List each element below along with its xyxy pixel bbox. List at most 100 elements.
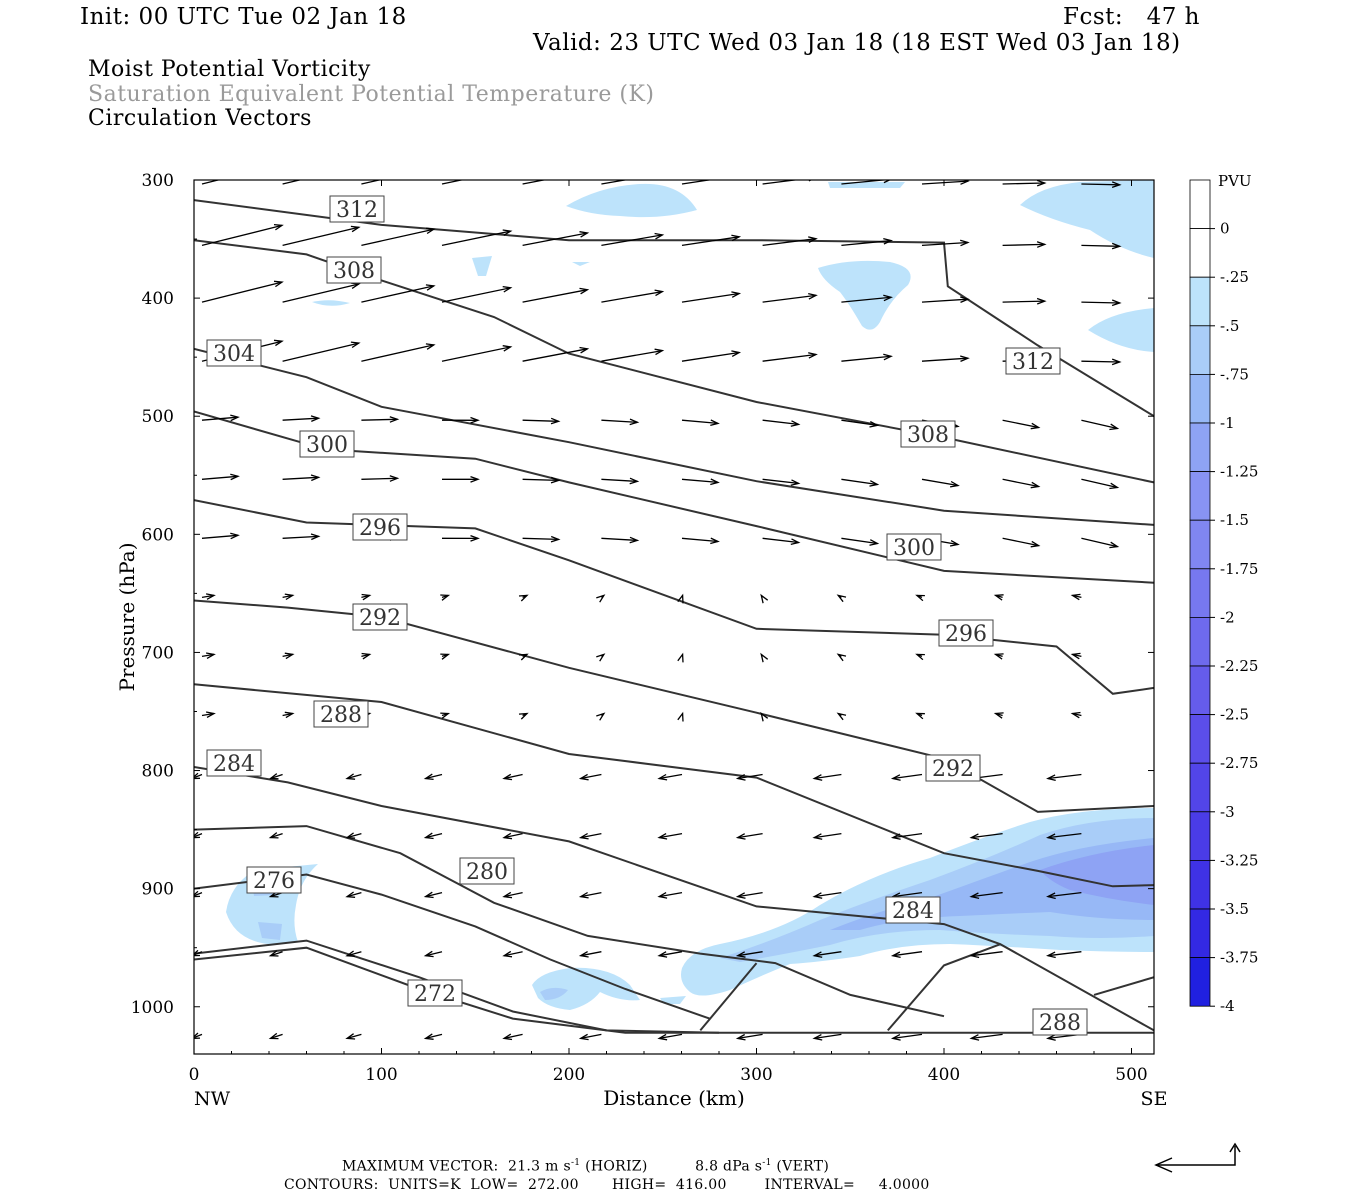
vector-arrowhead: [268, 832, 279, 839]
vector-arrow: [737, 891, 763, 898]
vector-arrow: [841, 537, 878, 545]
vector-arrow: [282, 535, 319, 539]
colorbar-swatch: [1189, 228, 1211, 278]
vector-arrowhead: [1111, 358, 1122, 366]
vector-arrowhead: [960, 180, 970, 185]
vector-arrow: [580, 773, 602, 780]
vector-arrowhead: [579, 287, 590, 295]
contour-label: 300: [886, 533, 942, 561]
vector-arrow: [971, 1033, 1003, 1040]
vector-arrow: [522, 537, 559, 541]
vector-arrow: [425, 832, 443, 839]
vector-arrowhead: [731, 234, 742, 242]
vector-arrow: [681, 180, 713, 185]
vector-arrow: [659, 773, 683, 780]
y-tick-label: 700: [142, 643, 174, 663]
vector-arrowhead: [425, 343, 436, 350]
vector-arrowhead: [426, 167, 434, 172]
vector-arrowhead: [1070, 652, 1081, 660]
colorbar-unit: PVU: [1218, 172, 1252, 190]
vector-arrow: [441, 230, 511, 247]
vector-arrow: [921, 180, 968, 185]
y-tick-label: 500: [142, 407, 174, 427]
vector-arrowhead: [550, 417, 561, 425]
vector-arrow: [282, 283, 359, 303]
vector-arrowhead: [836, 653, 847, 662]
vector-arrowhead: [1070, 593, 1081, 601]
vector-arrow: [1081, 360, 1120, 363]
vector-arrowhead: [960, 239, 970, 247]
colorbar-swatch: [1189, 519, 1211, 570]
vector-arrowhead: [655, 172, 663, 177]
field-title-3: Circulation Vectors: [88, 106, 312, 131]
vector-arrowhead: [205, 652, 216, 659]
vector-arrowhead: [273, 223, 284, 231]
vector-arrowhead: [194, 1032, 201, 1039]
vector-arrowhead: [735, 833, 746, 840]
vector-arrowhead: [731, 174, 739, 179]
vector-arrowhead: [915, 594, 925, 602]
vector-arrow: [601, 180, 629, 185]
vector-arrowhead: [1045, 833, 1056, 841]
vector-arrowhead: [423, 950, 434, 958]
vector-arrow: [841, 355, 892, 362]
max-horiz-unit: (HORIZ): [585, 1158, 648, 1175]
vector-arrow: [270, 1033, 283, 1040]
vector-arrowhead: [194, 890, 201, 898]
vector-arrowhead: [993, 653, 1004, 660]
y-tick-label: 600: [142, 525, 174, 545]
vector-arrowhead: [735, 892, 746, 899]
vector-arrowhead: [677, 652, 684, 663]
contour-label-text: 312: [1012, 350, 1054, 375]
vector-arrowhead: [735, 774, 746, 781]
vector-arrowhead: [735, 1033, 746, 1041]
vector-arrowhead: [890, 951, 901, 959]
contour-288: [194, 683, 1154, 888]
vector-arrow: [441, 180, 465, 185]
vector-arrowhead: [710, 478, 720, 486]
vector-arrowhead: [502, 285, 513, 293]
vector-arrowhead: [629, 477, 640, 485]
vector-arrowhead: [230, 414, 240, 422]
y-tick-label: 1000: [131, 998, 174, 1018]
vector-arrowhead: [194, 949, 201, 957]
vector-arrowhead: [969, 1034, 980, 1041]
vector-arrow: [580, 832, 602, 839]
forecast-hour: Fcst: 47 h: [1063, 4, 1200, 30]
colorbar-swatch: [1189, 373, 1211, 424]
vector-arrowhead: [883, 353, 893, 361]
vector-arrowhead: [1046, 892, 1056, 900]
vector-arrowhead: [284, 711, 295, 719]
vector-arrowhead: [869, 539, 880, 546]
vector-arrowhead: [710, 537, 720, 545]
vector-arrowhead: [345, 832, 356, 839]
vector-arrow: [522, 478, 559, 482]
vector-arrowhead: [735, 951, 746, 958]
vector-arrowhead: [470, 534, 480, 542]
vector-arrowhead: [230, 473, 240, 481]
vector-arrow: [971, 891, 1003, 898]
vector-arrowhead: [1111, 242, 1122, 250]
vector-arrow: [201, 594, 215, 599]
vector-arrow: [282, 342, 359, 362]
vector-arrow: [425, 1033, 443, 1040]
max-vector-info: MAXIMUM VECTOR: 21.3 m s-1 (HORIZ) 8.8 d…: [342, 1158, 830, 1175]
colorbar-swatch: [1189, 665, 1211, 715]
colorbar-label: -3: [1220, 803, 1235, 821]
vector-arrow: [737, 951, 763, 957]
vector-arrow: [737, 1033, 763, 1040]
vector-arrow: [1047, 891, 1082, 898]
contour-label-text: 288: [1039, 1011, 1081, 1036]
colorbar-label: -3.75: [1220, 949, 1258, 967]
vector-arrow: [762, 419, 799, 426]
vector-arrowhead: [502, 773, 513, 781]
vector-arrowhead: [1109, 541, 1120, 549]
vector-arrowhead: [654, 232, 665, 240]
vector-arrow: [522, 419, 559, 422]
vector-arrow: [270, 951, 283, 957]
contour-312: [194, 199, 1154, 418]
colorbar-label: -1.75: [1220, 560, 1258, 578]
vector-arrow: [601, 290, 663, 303]
vector-arrowhead: [440, 712, 451, 719]
vector-arrowhead: [502, 832, 513, 840]
